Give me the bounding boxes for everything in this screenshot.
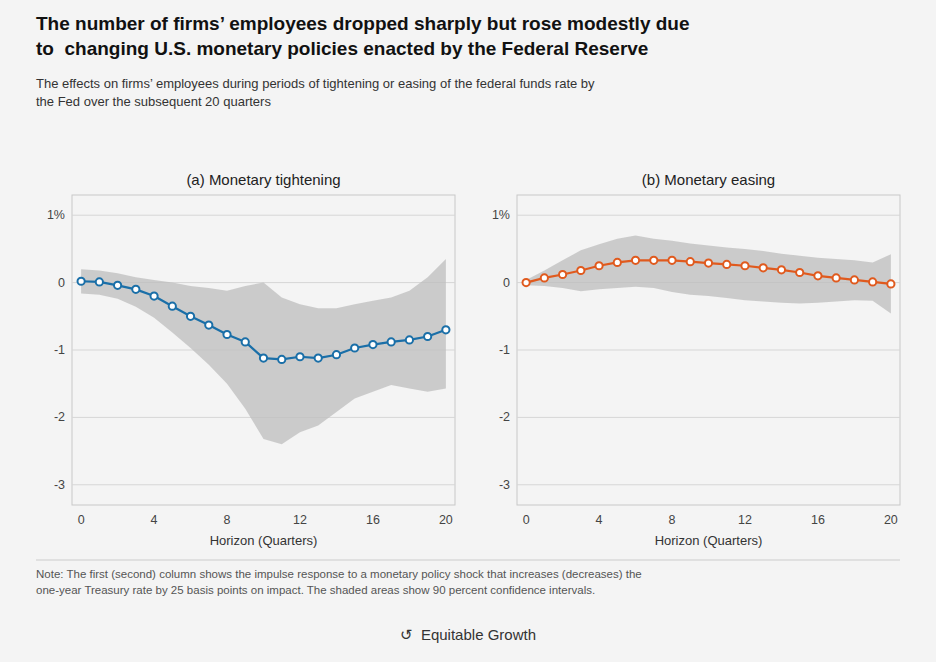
y-tick-label: -2	[499, 410, 510, 424]
x-tick-label: 4	[151, 513, 158, 527]
point	[887, 280, 894, 287]
x-axis-label: Horizon (Quarters)	[210, 533, 318, 548]
point	[705, 259, 712, 266]
y-tick-label: -3	[54, 478, 65, 492]
y-tick-label: -2	[54, 410, 65, 424]
y-tick-label: -1	[499, 343, 510, 357]
grid-line	[72, 484, 455, 485]
panel-title: (a) Monetary tightening	[186, 171, 340, 188]
point	[559, 271, 566, 278]
mean-line	[526, 260, 891, 284]
point	[632, 257, 639, 264]
point	[741, 262, 748, 269]
point	[595, 262, 602, 269]
divider	[36, 560, 900, 561]
mean-line	[81, 281, 446, 359]
grid-line	[517, 484, 900, 485]
point	[150, 292, 157, 299]
credit: ↺ Equitable Growth	[400, 626, 536, 643]
x-tick-label: 16	[811, 513, 825, 527]
confidence-band	[526, 235, 891, 313]
x-tick-label: 4	[596, 513, 603, 527]
point	[333, 351, 340, 358]
point	[406, 336, 413, 343]
x-tick-label: 12	[293, 513, 307, 527]
point	[187, 313, 194, 320]
title: The number of firms’ employees dropped s…	[36, 13, 690, 59]
grid-line	[517, 215, 900, 216]
x-axis-label: Horizon (Quarters)	[655, 533, 763, 548]
panel: 1% 0 -1 -2 -3 0 4 8 12 16 20 (b) Monetary easing Hor…	[492, 171, 900, 548]
point	[442, 326, 449, 333]
point	[132, 286, 139, 293]
y-tick-label: 0	[58, 276, 65, 290]
note: Note: The first (second) column shows th…	[36, 568, 642, 596]
y-tick-label: 0	[503, 276, 510, 290]
confidence-band	[81, 259, 446, 444]
background	[0, 0, 936, 662]
x-tick-label: 16	[366, 513, 380, 527]
x-tick-label: 20	[884, 513, 898, 527]
x-tick-label: 12	[738, 513, 752, 527]
point	[169, 303, 176, 310]
point	[778, 266, 785, 273]
x-tick-label: 8	[224, 513, 231, 527]
plot-frame	[517, 195, 900, 505]
point	[650, 257, 657, 264]
point	[205, 321, 212, 328]
point	[114, 282, 121, 289]
plot-frame	[72, 195, 455, 505]
point	[278, 356, 285, 363]
point	[78, 278, 85, 285]
y-tick-label: 1%	[47, 208, 65, 222]
point	[614, 259, 621, 266]
point	[869, 278, 876, 285]
point	[577, 267, 584, 274]
plot-data	[523, 235, 895, 313]
point	[814, 272, 821, 279]
point	[796, 269, 803, 276]
plot-data	[78, 259, 450, 444]
point	[424, 333, 431, 340]
y-tick-label: -1	[54, 343, 65, 357]
grid-line	[517, 417, 900, 418]
y-tick-label: -3	[499, 478, 510, 492]
point	[833, 274, 840, 281]
point	[523, 279, 530, 286]
point	[242, 338, 249, 345]
point	[260, 354, 267, 361]
point	[223, 331, 230, 338]
x-tick-label: 20	[439, 513, 453, 527]
chart-root: The number of firms’ employees dropped s…	[0, 0, 936, 662]
point	[351, 344, 358, 351]
grid-line	[517, 350, 900, 351]
panel: 1% 0 -1 -2 -3 0 4 8 12 16 20 (a) Monetary tightenin…	[47, 171, 455, 548]
x-tick-label: 8	[669, 513, 676, 527]
point	[296, 353, 303, 360]
point	[760, 264, 767, 271]
subtitle: The effects on firms’ employees during p…	[36, 76, 595, 109]
point	[723, 261, 730, 268]
point	[541, 274, 548, 281]
x-tick-label: 0	[78, 513, 85, 527]
point	[668, 257, 675, 264]
point	[687, 258, 694, 265]
grid-line	[72, 215, 455, 216]
point	[96, 278, 103, 285]
point	[388, 338, 395, 345]
point	[851, 276, 858, 283]
x-tick-label: 0	[523, 513, 530, 527]
panel-title: (b) Monetary easing	[642, 171, 775, 188]
point	[315, 354, 322, 361]
point	[369, 341, 376, 348]
y-tick-label: 1%	[492, 208, 510, 222]
